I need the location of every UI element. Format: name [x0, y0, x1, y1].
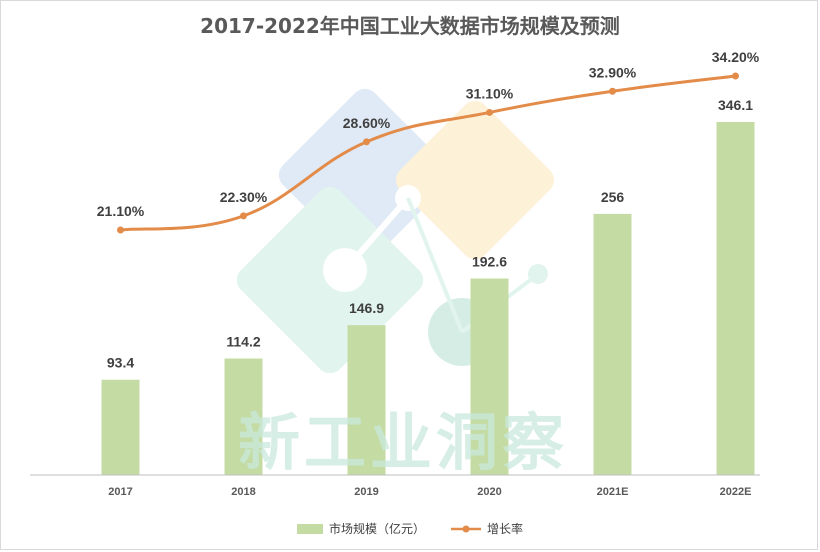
line-label-2017: 21.10%	[97, 203, 145, 219]
line-label-2019: 28.60%	[343, 115, 391, 131]
line-point-2017	[117, 226, 124, 234]
bar-label-2020: 192.6	[472, 254, 507, 270]
line-label-2020: 31.10%	[466, 85, 514, 101]
bar-series: 93.4 114.2 146.9 192.6 256 346.1	[101, 97, 755, 475]
bar-2018	[224, 358, 263, 475]
bar-2021E	[593, 213, 632, 475]
watermark-link-3	[406, 197, 464, 333]
x-tick-2022E: 2022E	[720, 486, 752, 498]
chart-title: 2017-2022年中国工业大数据市场规模及预测	[200, 14, 620, 38]
bar-label-2017: 93.4	[107, 355, 134, 371]
legend-item-bar: 市场规模（亿元）	[296, 520, 425, 537]
bar-2020	[470, 278, 509, 475]
bar-label-2022E: 346.1	[718, 97, 753, 113]
watermark-yellow-diamond	[395, 100, 555, 260]
legend-swatch-line	[451, 525, 481, 532]
x-tick-2019: 2019	[354, 486, 378, 498]
growth-rate-line	[120, 74, 736, 232]
line-label-2022E: 34.20%	[712, 49, 760, 65]
line-label-2018: 22.30%	[220, 189, 268, 205]
x-tick-2020: 2020	[477, 486, 501, 498]
x-tick-2017: 2017	[108, 486, 132, 498]
watermark-text: 新工业洞察	[238, 406, 569, 479]
line-point-2022E	[732, 72, 739, 80]
line-point-2020	[486, 108, 493, 116]
x-tick-2018: 2018	[231, 486, 255, 498]
watermark-link-1	[342, 196, 411, 272]
bar-label-2021E: 256	[601, 189, 625, 205]
watermark-logo	[236, 88, 555, 374]
x-axis: 2017 2018 2019 2020 2021E 2022E	[30, 474, 760, 498]
line-series: 21.10% 22.30% 28.60% 31.10% 32.90% 34.20%	[97, 49, 760, 234]
bar-2017	[101, 379, 140, 475]
x-tick-2021E: 2021E	[597, 486, 629, 498]
line-label-2021E: 32.90%	[589, 64, 637, 80]
line-point-2021E	[609, 87, 616, 95]
bar-label-2019: 146.9	[349, 300, 384, 316]
line-point-2018	[240, 212, 247, 220]
legend-item-line: 增长率	[451, 520, 523, 537]
line-point-2019	[363, 138, 370, 146]
legend: 市场规模（亿元） 增长率	[0, 520, 820, 537]
bar-2022E	[716, 122, 755, 475]
legend-label-bar: 市场规模（亿元）	[328, 522, 425, 536]
legend-swatch-bar	[296, 523, 323, 534]
bar-label-2018: 114.2	[226, 334, 260, 350]
bar-2019	[347, 325, 386, 475]
legend-label-line: 增长率	[487, 522, 524, 536]
